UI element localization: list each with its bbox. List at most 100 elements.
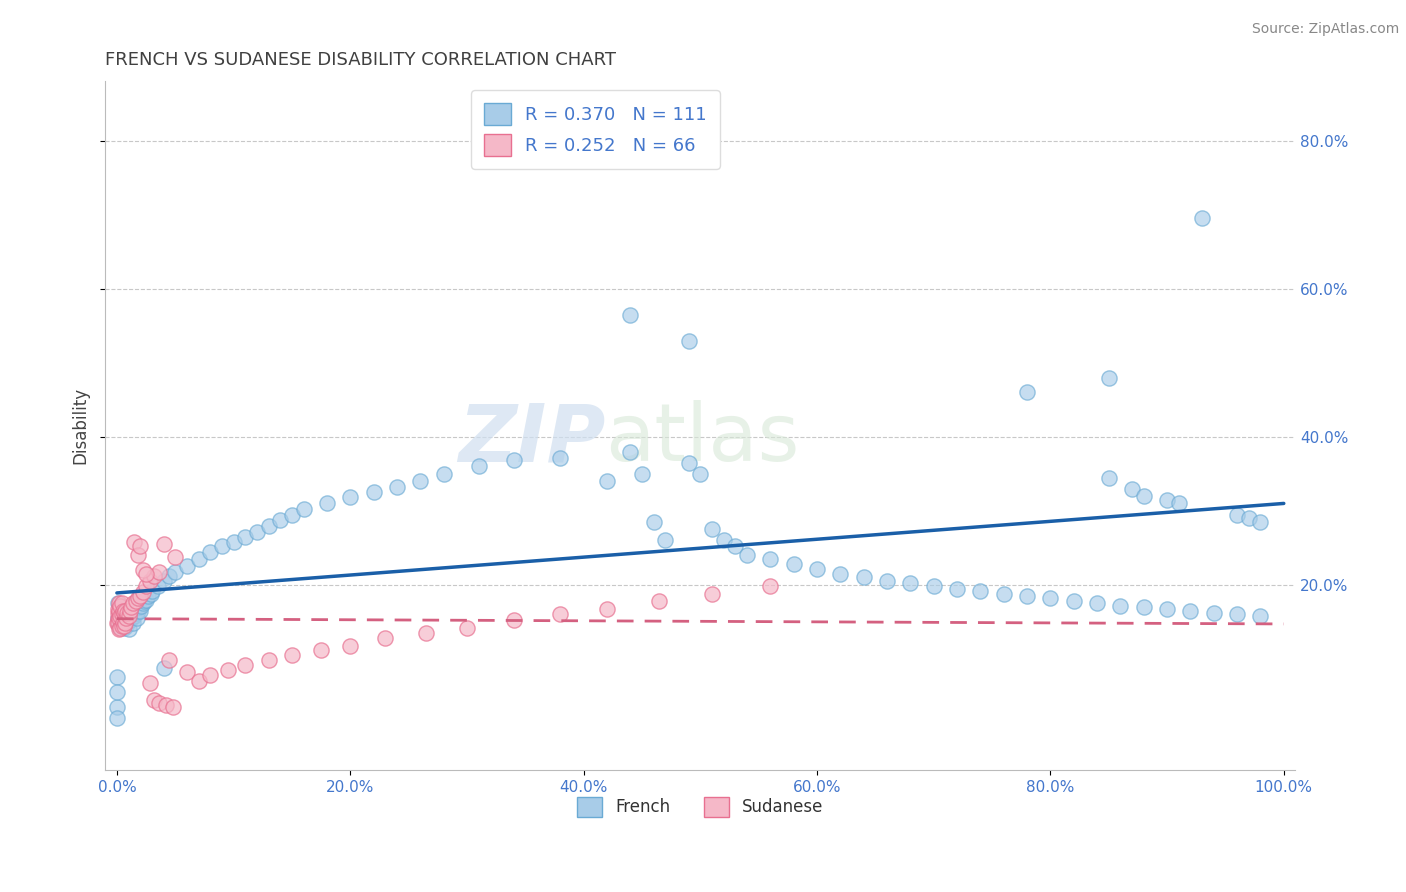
Point xyxy=(502,614,524,628)
Point xyxy=(117,609,139,624)
Point xyxy=(643,515,665,529)
Point xyxy=(111,615,134,629)
Point xyxy=(339,639,361,653)
Point xyxy=(138,589,160,603)
Point xyxy=(316,496,339,510)
Point xyxy=(105,670,128,684)
Point xyxy=(118,614,141,628)
Point xyxy=(374,631,396,645)
Point xyxy=(596,474,619,488)
Point xyxy=(269,513,291,527)
Point xyxy=(110,609,132,624)
Point xyxy=(246,524,269,539)
Legend: French, Sudanese: French, Sudanese xyxy=(571,790,831,823)
Point xyxy=(281,648,304,663)
Point xyxy=(1156,601,1178,615)
Point xyxy=(1063,594,1085,608)
Text: Source: ZipAtlas.com: Source: ZipAtlas.com xyxy=(1251,22,1399,37)
Point xyxy=(110,616,132,631)
Point xyxy=(129,589,152,603)
Point xyxy=(1109,599,1132,613)
Point xyxy=(433,467,456,481)
Point xyxy=(152,537,174,551)
Point xyxy=(152,574,174,589)
Point xyxy=(157,569,180,583)
Point xyxy=(969,583,991,598)
Point xyxy=(1237,511,1260,525)
Point xyxy=(724,540,747,554)
Point xyxy=(110,621,132,635)
Point xyxy=(117,604,139,618)
Point xyxy=(108,607,131,622)
Point xyxy=(122,616,145,631)
Point xyxy=(112,606,135,620)
Point xyxy=(415,626,437,640)
Point xyxy=(217,663,239,677)
Point xyxy=(200,544,222,558)
Point xyxy=(111,604,134,618)
Point xyxy=(339,491,361,505)
Point xyxy=(713,533,735,548)
Point xyxy=(783,557,806,571)
Point xyxy=(117,609,139,624)
Point xyxy=(211,540,233,554)
Point xyxy=(922,579,945,593)
Point xyxy=(108,622,131,636)
Point xyxy=(111,604,134,618)
Point xyxy=(233,657,256,672)
Point xyxy=(1249,515,1271,529)
Point xyxy=(124,609,146,624)
Point xyxy=(112,609,135,624)
Point xyxy=(806,561,828,575)
Point xyxy=(115,611,138,625)
Point xyxy=(108,604,131,618)
Point xyxy=(124,594,146,608)
Point xyxy=(110,596,132,610)
Point xyxy=(127,604,149,618)
Point xyxy=(107,596,129,610)
Point xyxy=(107,611,129,625)
Point xyxy=(120,600,142,615)
Point xyxy=(898,576,921,591)
Point xyxy=(135,566,157,581)
Point xyxy=(105,711,128,725)
Point xyxy=(1085,596,1108,610)
Point xyxy=(107,616,129,631)
Point xyxy=(678,334,700,348)
Point xyxy=(114,606,136,620)
Point xyxy=(176,559,198,574)
Point xyxy=(135,579,157,593)
Point xyxy=(257,518,280,533)
Point xyxy=(117,606,139,620)
Point xyxy=(129,540,152,554)
Point xyxy=(110,600,132,615)
Point xyxy=(110,609,132,624)
Point xyxy=(105,685,128,699)
Point xyxy=(117,622,139,636)
Point xyxy=(112,618,135,632)
Point xyxy=(131,599,153,613)
Point xyxy=(148,697,170,711)
Point xyxy=(648,594,671,608)
Point xyxy=(105,700,128,714)
Point xyxy=(114,616,136,631)
Point xyxy=(120,611,142,625)
Point xyxy=(1156,492,1178,507)
Point xyxy=(131,596,153,610)
Point xyxy=(1098,470,1121,484)
Point xyxy=(111,614,134,628)
Point xyxy=(700,587,723,601)
Y-axis label: Disability: Disability xyxy=(72,387,89,464)
Point xyxy=(138,675,160,690)
Point xyxy=(107,601,129,615)
Point xyxy=(115,618,138,632)
Point xyxy=(502,453,524,467)
Point xyxy=(125,611,148,625)
Text: atlas: atlas xyxy=(605,401,800,478)
Point xyxy=(105,616,128,631)
Point xyxy=(1039,591,1062,606)
Point xyxy=(110,618,132,632)
Point xyxy=(107,606,129,620)
Point xyxy=(128,600,150,615)
Point xyxy=(110,606,132,620)
